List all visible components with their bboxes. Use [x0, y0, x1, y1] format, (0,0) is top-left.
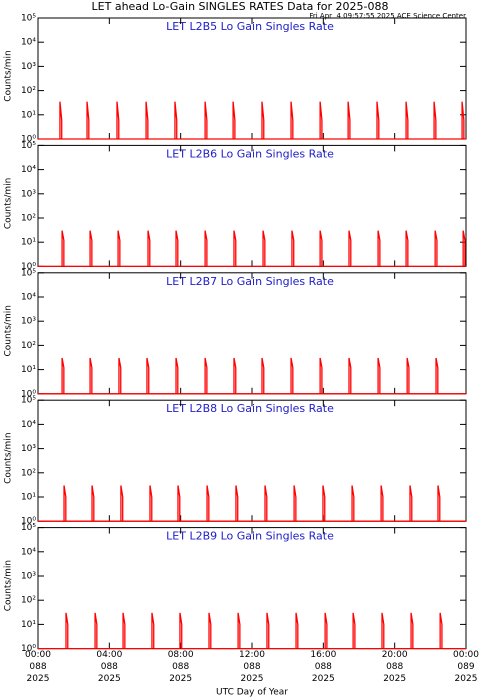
y-tick-label: 10² [21, 214, 36, 224]
panel-title: LET L2B9 Lo Gain Singles Rate [166, 530, 334, 543]
x-tick-label: 2025 [455, 674, 478, 684]
y-tick-label: 10² [21, 596, 36, 606]
y-tick-label: 10⁰ [21, 262, 36, 272]
page-subtitle: Fri Apr 4 09:57:55 2025 ACE Science Cent… [309, 12, 466, 20]
y-tick-label: 10⁵ [21, 141, 36, 151]
x-tick-label: 2025 [169, 674, 192, 684]
y-tick-label: 10¹ [21, 365, 36, 375]
y-tick-label: 10⁵ [21, 396, 36, 406]
x-tick-label: 088 [101, 662, 118, 672]
panel-title: LET L2B6 Lo Gain Singles Rate [166, 147, 334, 160]
plot-frame [37, 144, 467, 267]
y-axis-label: Counts/min [4, 560, 14, 611]
plot-frame [37, 272, 467, 395]
panel-title: LET L2B7 Lo Gain Singles Rate [166, 275, 334, 288]
panel-title: LET L2B8 Lo Gain Singles Rate [166, 402, 334, 415]
x-tick-label: 2025 [27, 674, 50, 684]
x-tick-label: 2025 [383, 674, 406, 684]
x-tick-label: 088 [315, 662, 332, 672]
data-line [38, 230, 466, 268]
page-title: LET ahead Lo-Gain SINGLES RATES Data for… [92, 0, 389, 13]
x-tick-label: 00:00 [25, 650, 51, 660]
y-tick-label: 10⁴ [21, 293, 36, 303]
data-line [38, 485, 466, 522]
y-tick-label: 10¹ [21, 493, 36, 503]
x-tick-label: 08:00 [168, 650, 194, 660]
x-tick-label: 12:00 [239, 650, 265, 660]
y-tick-label: 10⁴ [21, 165, 36, 175]
x-tick-label: 00:00 [453, 650, 479, 660]
y-tick-label: 10³ [21, 444, 36, 454]
x-tick-label: 2025 [312, 674, 335, 684]
y-tick-label: 10⁰ [21, 135, 36, 145]
plot-frame [37, 17, 467, 140]
data-line [38, 357, 466, 395]
x-tick-label: 20:00 [382, 650, 408, 660]
data-line [38, 612, 466, 650]
y-tick-label: 10⁴ [21, 38, 36, 48]
y-tick-label: 10⁴ [21, 547, 36, 557]
y-tick-label: 10¹ [21, 238, 36, 248]
y-tick-label: 10⁰ [21, 389, 36, 399]
y-tick-label: 10² [21, 341, 36, 351]
y-tick-label: 10³ [21, 317, 36, 327]
y-tick-label: 10³ [21, 189, 36, 199]
y-tick-label: 10⁵ [21, 268, 36, 278]
y-tick-label: 10⁵ [21, 14, 36, 24]
x-tick-label: 088 [243, 662, 260, 672]
x-tick-label: 2025 [98, 674, 121, 684]
x-tick-label: 16:00 [310, 650, 336, 660]
y-axis-label: Counts/min [4, 305, 14, 356]
y-tick-label: 10⁵ [21, 523, 36, 533]
y-tick-label: 10³ [21, 572, 36, 582]
plot-frame [37, 399, 467, 522]
x-tick-label: 088 [29, 662, 46, 672]
y-tick-label: 10¹ [21, 110, 36, 120]
y-tick-label: 10¹ [21, 620, 36, 630]
y-axis-label: Counts/min [4, 178, 14, 229]
plot-frame [37, 527, 467, 650]
x-tick-label: 088 [386, 662, 403, 672]
x-tick-label: 088 [172, 662, 189, 672]
x-axis-label: UTC Day of Year [216, 688, 288, 698]
y-axis-label: Counts/min [4, 432, 14, 483]
data-line [38, 101, 466, 140]
y-tick-label: 10³ [21, 62, 36, 72]
x-tick-label: 2025 [241, 674, 264, 684]
y-tick-label: 10⁰ [21, 517, 36, 527]
y-tick-label: 10⁴ [21, 420, 36, 430]
y-tick-label: 10² [21, 86, 36, 96]
x-tick-label: 04:00 [96, 650, 122, 660]
x-tick-label: 089 [457, 662, 474, 672]
y-tick-label: 10² [21, 468, 36, 478]
y-axis-label: Counts/min [4, 50, 14, 101]
y-tick-label: 10⁰ [21, 644, 36, 654]
panel-title: LET L2B5 Lo Gain Singles Rate [166, 20, 334, 33]
